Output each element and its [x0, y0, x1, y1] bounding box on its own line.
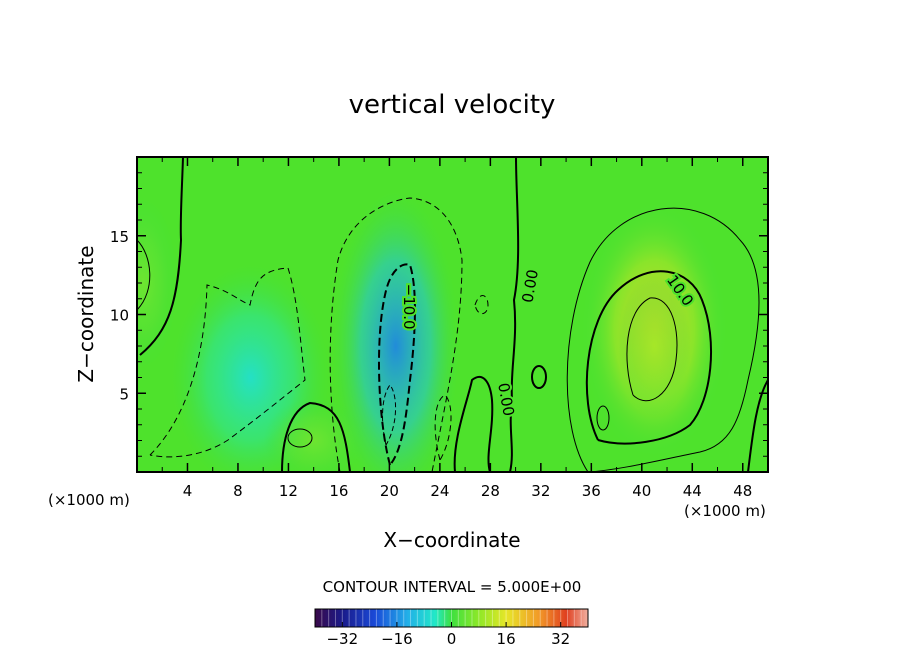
- positive-10-contour: [585, 270, 712, 445]
- zero-contour: [531, 365, 547, 389]
- x-tick-label: 40: [632, 482, 651, 500]
- zero-contour: [139, 157, 184, 356]
- x-tick-label: 4: [183, 482, 193, 500]
- x-tick-label: 8: [233, 482, 243, 500]
- colorbar-tick-label: 16: [497, 630, 516, 648]
- y-tick-label: 10: [110, 307, 129, 325]
- x-unit-right: (×1000 m): [684, 502, 766, 520]
- contour-label: −10.0: [400, 284, 418, 330]
- negative-contour: [329, 197, 463, 472]
- colorbar-segments: [321, 609, 582, 627]
- x-tick-label: 24: [430, 482, 449, 500]
- x-tick-label: 48: [733, 482, 752, 500]
- colorbar: −32 −16 0 16 32: [314, 608, 589, 648]
- zero-contour: [453, 375, 494, 472]
- y-tick-label: 15: [110, 228, 129, 246]
- negative-contour: [434, 394, 452, 461]
- contour-label: 0.00: [494, 381, 518, 417]
- colorbar-tick-label: −32: [326, 630, 358, 648]
- y-axis: 5 10 15: [110, 172, 768, 457]
- colorbar-gradient: [315, 609, 588, 627]
- x-axis-label: X−coordinate: [383, 528, 520, 552]
- x-axis: 4 8 12 16 20 24 28 32 36 40 44 48: [161, 157, 752, 500]
- x-tick-label: 32: [531, 482, 550, 500]
- x-tick-label: 28: [481, 482, 500, 500]
- contour-lines: [137, 157, 768, 472]
- zero-contour: [281, 401, 351, 472]
- negative-contour: [474, 295, 489, 315]
- positive-contour: [287, 428, 313, 448]
- positive-contour: [596, 405, 610, 431]
- colorbar-ticks: −32 −16 0 16 32: [326, 622, 570, 648]
- colorbar-tick-label: −16: [381, 630, 413, 648]
- x-tick-label: 12: [279, 482, 298, 500]
- positive-contour: [137, 239, 151, 311]
- contour-interval-text: CONTOUR INTERVAL = 5.000E+00: [323, 578, 582, 596]
- x-tick-label: 16: [329, 482, 348, 500]
- y-tick-label: 5: [119, 385, 129, 403]
- field-feature-downdraft: [332, 190, 460, 472]
- y-axis-label: Z−coordinate: [74, 245, 98, 382]
- x-unit-left: (×1000 m): [48, 491, 130, 509]
- colorbar-tick-label: 32: [551, 630, 570, 648]
- zero-contour: [747, 379, 768, 472]
- positive-15-contour: [626, 297, 678, 402]
- zero-contour: [509, 157, 520, 472]
- x-tick-label: 44: [683, 482, 702, 500]
- field-feature-left-edge-updraft: [137, 197, 178, 369]
- negative-contour: [149, 267, 306, 458]
- colorbar-tick-label: 0: [447, 630, 457, 648]
- x-tick-label: 20: [380, 482, 399, 500]
- field-feature-low-updraft: [263, 397, 364, 472]
- chart-title: vertical velocity: [349, 90, 556, 120]
- positive-contour: [566, 207, 760, 472]
- negative-15-contour: [382, 384, 397, 446]
- x-tick-label: 36: [582, 482, 601, 500]
